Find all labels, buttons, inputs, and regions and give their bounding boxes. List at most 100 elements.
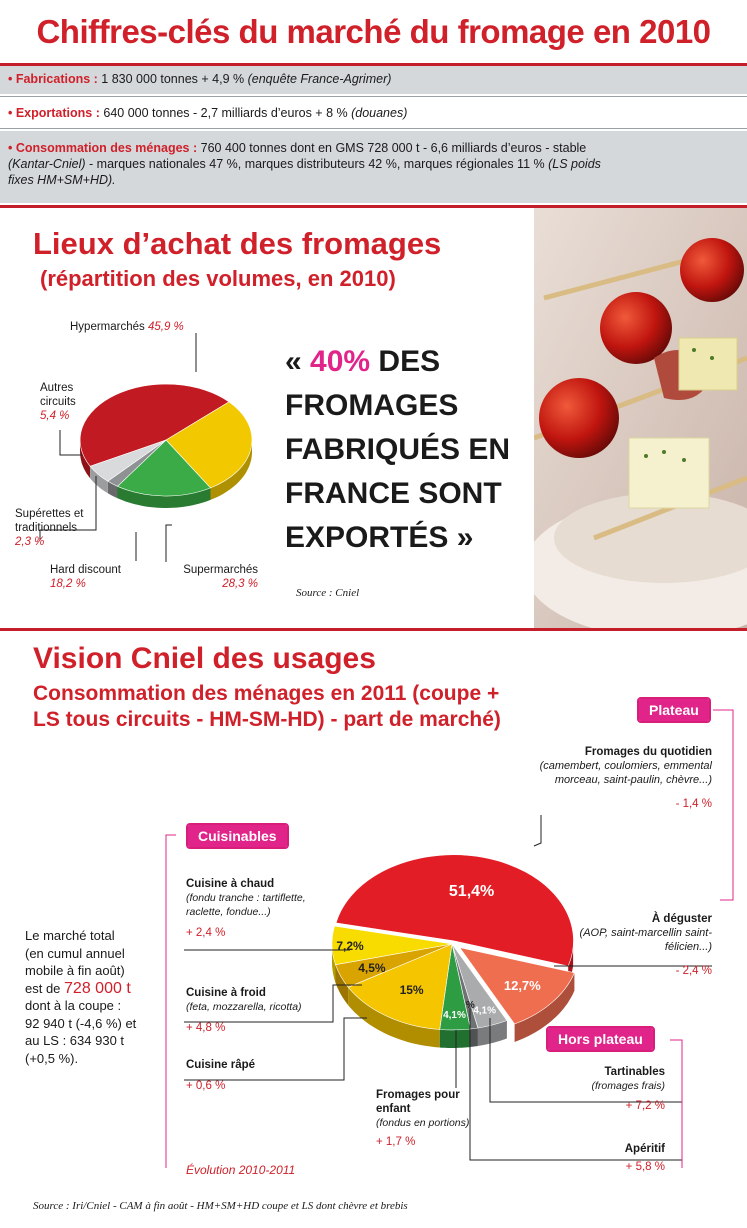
pie1-name: Supérettes et traditionnels: [15, 508, 84, 534]
pie-side-cuisine-r-p-: [348, 987, 440, 1048]
segment-name: Cuisine à froid: [186, 987, 266, 999]
market-line: est de: [25, 980, 65, 996]
segment-evolution: + 0,6 %: [186, 1080, 226, 1092]
plateau-badge: Plateau: [637, 697, 711, 723]
quote-text: EXPORTÉS »: [285, 521, 474, 554]
title-divider: [0, 63, 747, 66]
segment-name: Fromages du quotidien: [584, 746, 712, 758]
key-divider: [0, 96, 747, 97]
pie1-label-hyper: Hypermarchés 45,9 %: [70, 320, 184, 334]
label-a-deguster: À déguster (AOP, saint-marcellin saint-f…: [560, 912, 712, 978]
pie-value-label: 4,5%: [358, 961, 386, 975]
pie-value-label: 15%: [400, 983, 424, 997]
pie-value-label: 51,4%: [449, 883, 494, 900]
quote-text: FABRIQUÉS EN: [285, 433, 511, 466]
pie-value-label: 4,1%: [443, 1010, 466, 1021]
pie-side-fromages-pour-enfant: [439, 1029, 471, 1048]
pie1-name: Hard discount: [50, 564, 121, 576]
key-figure-value: 640 000 tonnes - 2,7 milliards d’euros +…: [99, 106, 352, 120]
market-line: (en cumul annuel: [25, 945, 125, 961]
segment-detail: (feta, mozzarella, ricotta): [186, 1001, 302, 1013]
segment-name: Tartinables: [604, 1066, 666, 1078]
key-figure-consommation: • Consommation des ménages : 760 400 ton…: [0, 131, 747, 203]
segment-detail: (camembert, coulomiers, emmental morceau…: [539, 760, 712, 786]
plateau-bracket: [713, 709, 734, 901]
segment-name: Apéritif: [624, 1143, 665, 1155]
pie-side--d-guster: [514, 972, 575, 1042]
section-divider: [0, 628, 747, 631]
pie-slice-fromages-du-quotidien: [335, 854, 574, 967]
key-divider: [0, 128, 747, 129]
key-figure-label: • Consommation des ménages :: [8, 141, 198, 155]
purchase-place-pie: [79, 383, 253, 508]
segment-detail: (fondu tranche : tartiflette, raclette, …: [186, 892, 306, 918]
pie-slice-hypermarch-s: [79, 383, 230, 467]
export-quote: « 40% DES FROMAGES FABRIQUÉS EN FRANCE S…: [285, 340, 530, 560]
pie-slice-autres-circuits: [89, 439, 167, 482]
pie1-label-autres: Autres circuits 5,4 %: [40, 381, 90, 423]
key-figure-label: • Exportations :: [8, 106, 100, 120]
label-cuisine-chaud: Cuisine à chaud (fondu tranche : tartifl…: [186, 877, 316, 940]
segment-evolution: + 2,4 %: [186, 927, 226, 939]
segment-name: Cuisine râpé: [186, 1059, 256, 1071]
pie-slice-supermarch-s: [165, 401, 253, 489]
key-figure-source: (Kantar-Cniel): [8, 157, 86, 171]
leader-line: [59, 430, 82, 456]
leader-line: [39, 476, 97, 540]
cuisinables-bracket: [165, 834, 176, 1168]
leader-line: [165, 524, 172, 562]
pie1-value: 18,2 %: [50, 578, 86, 590]
leader-line: [184, 1017, 367, 1081]
pie-value-label: 7,2%: [336, 939, 364, 953]
label-cuisine-rape: Cuisine râpé + 0,6 %: [186, 1058, 336, 1093]
pie-side-autres-circuits: [90, 466, 108, 494]
pie-side-ap-ritif: [470, 1028, 478, 1047]
pie-side-hard-discount: [117, 486, 211, 508]
market-line: dont à la coupe :: [25, 998, 122, 1013]
segment-name: Fromages pour enfant: [376, 1089, 460, 1115]
market-total-value: 728 000 t: [64, 979, 131, 997]
market-line: au LS : 634 930 t: [25, 1033, 125, 1048]
segment-detail: (fondus en portions): [376, 1117, 470, 1129]
pie1-value: 28,3 %: [222, 578, 258, 590]
purchase-place-chart: [39, 333, 253, 562]
hors-plateau-bracket: [670, 1039, 683, 1168]
leader-line: [184, 984, 362, 1023]
usage-leaders: [165, 709, 734, 1168]
segment-evolution: - 1,4 %: [675, 798, 712, 810]
key-figure-label: • Fabrications :: [8, 72, 98, 86]
segment-evolution: + 1,7 %: [376, 1136, 416, 1148]
leader-line: [489, 1018, 682, 1103]
pie-slice--d-guster: [458, 947, 575, 1025]
cheese-tomato-skewers-photo: [534, 208, 747, 628]
leader-line: [533, 815, 542, 847]
label-fromages-enfant: Fromages pour enfant (fondus en portions…: [376, 1088, 471, 1149]
pie-slice-cuisine-r-p-: [347, 943, 453, 1030]
badge-label: Cuisinables: [188, 825, 287, 847]
pie1-value: 45,9 %: [147, 321, 184, 333]
pie-side-cuisine-chaud: [332, 944, 336, 983]
key-figure-source: (douanes): [351, 106, 408, 120]
section2-subtitle-1: Consommation des ménages en 2011 (coupe …: [33, 682, 500, 705]
market-line: mobile à fin août): [25, 963, 125, 978]
segment-name: Cuisine à chaud: [186, 878, 275, 890]
pie1-name: Supermarchés: [183, 564, 258, 576]
market-line: Le marché total: [25, 928, 115, 943]
section1-subtitle: (répartition des volumes, en 2010): [40, 266, 396, 291]
quote-text: FROMAGES: [285, 389, 459, 422]
pie1-name: Hypermarchés: [70, 321, 145, 333]
key-figure-source: (LS poids: [548, 157, 601, 171]
market-line: 92 940 t (-4,6 %) et: [25, 1015, 137, 1031]
purchase-place-leaders: [39, 333, 197, 562]
section1-source: Source : Cniel: [296, 587, 360, 599]
key-figure-value: 760 400 tonnes dont en GMS 728 000 t - 6…: [197, 141, 587, 155]
segment-evolution: + 7,2 %: [625, 1100, 665, 1112]
key-figure-value: 1 830 000 tonnes + 4,9 %: [97, 72, 248, 86]
cuisinables-badge: Cuisinables: [186, 823, 289, 849]
page-title: Chiffres-clés du marché du fromage en 20…: [36, 13, 711, 50]
evolution-label: Évolution 2010-2011: [186, 1163, 296, 1177]
key-figure-source: (enquête France-Agrimer): [247, 72, 392, 86]
pie-value-label: 12,7%: [504, 978, 541, 993]
section2-title: Vision Cniel des usages: [33, 642, 376, 675]
label-aperitif: Apéritif + 5,8 %: [560, 1142, 665, 1174]
